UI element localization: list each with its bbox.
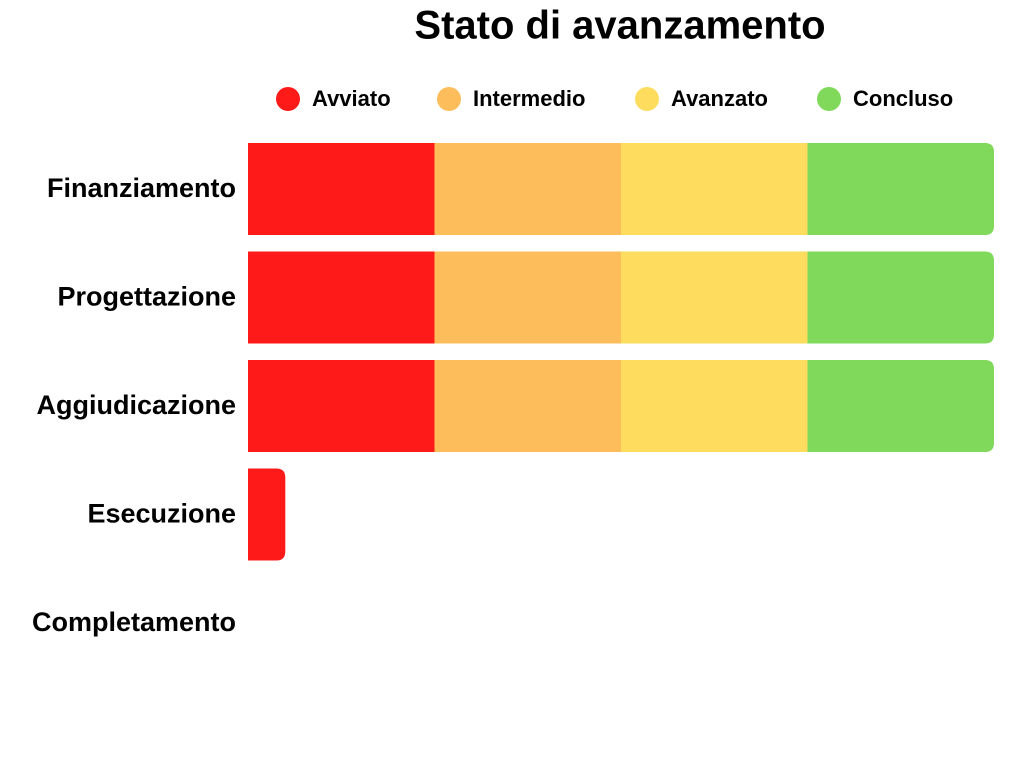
category-label: Esecuzione	[87, 499, 236, 529]
bar-segment	[621, 143, 808, 235]
bar-segment	[807, 143, 994, 235]
bar-segment	[434, 143, 621, 235]
category-label: Progettazione	[57, 282, 236, 312]
category-label: Finanziamento	[47, 173, 236, 203]
legend-swatch	[817, 87, 841, 111]
bar-segment	[621, 360, 808, 452]
bar-segment	[434, 251, 621, 344]
legend-swatch	[276, 87, 300, 111]
legend-label: Avviato	[312, 86, 391, 111]
category-label: Completamento	[32, 607, 236, 637]
bar-segment	[248, 143, 435, 235]
bar-segment	[434, 360, 621, 452]
legend-label: Intermedio	[473, 86, 585, 111]
chart-title: Stato di avanzamento	[414, 4, 825, 48]
bar-segment	[248, 251, 435, 344]
bar-segment	[807, 251, 994, 344]
legend-label: Concluso	[853, 86, 953, 111]
category-label: Aggiudicazione	[36, 390, 236, 420]
bar-segment	[807, 360, 994, 452]
bar-segment	[248, 360, 435, 452]
legend-label: Avanzato	[671, 86, 768, 111]
legend-swatch	[635, 87, 659, 111]
legend-swatch	[437, 87, 461, 111]
bar-segment	[248, 468, 286, 561]
bar-segment	[621, 251, 808, 344]
